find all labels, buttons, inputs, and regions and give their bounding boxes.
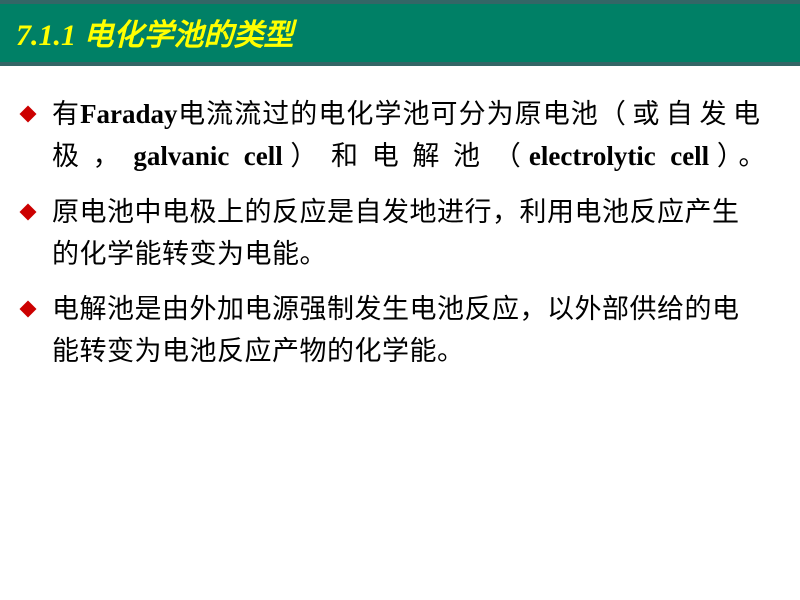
bullet-text-2: 原电池中电极上的反应是自发地进行，利用电池反应产生的化学能转变为电能。 [52, 192, 766, 276]
bullet-text-3: 电解池是由外加电源强制发生电池反应，以外部供给的电能转变为电池反应产物的化学能。 [52, 289, 766, 373]
bullet-item: 有Faraday电流流过的电化学池可分为原电池（或自发电极，galvanic c… [44, 94, 766, 178]
content-area: 有Faraday电流流过的电化学池可分为原电池（或自发电极，galvanic c… [0, 66, 800, 373]
bullet-item: 原电池中电极上的反应是自发地进行，利用电池反应产生的化学能转变为电能。 [44, 192, 766, 276]
diamond-bullet-icon [20, 203, 37, 220]
diamond-bullet-icon [20, 301, 37, 318]
bullet-item: 电解池是由外加电源强制发生电池反应，以外部供给的电能转变为电池反应产物的化学能。 [44, 289, 766, 373]
bullet-text-1: 有Faraday电流流过的电化学池可分为原电池（或自发电极，galvanic c… [52, 94, 766, 178]
diamond-bullet-icon [20, 106, 37, 123]
title-bar: 7.1.1 电化学池的类型 [0, 0, 800, 66]
slide-title: 7.1.1 电化学池的类型 [16, 10, 784, 54]
